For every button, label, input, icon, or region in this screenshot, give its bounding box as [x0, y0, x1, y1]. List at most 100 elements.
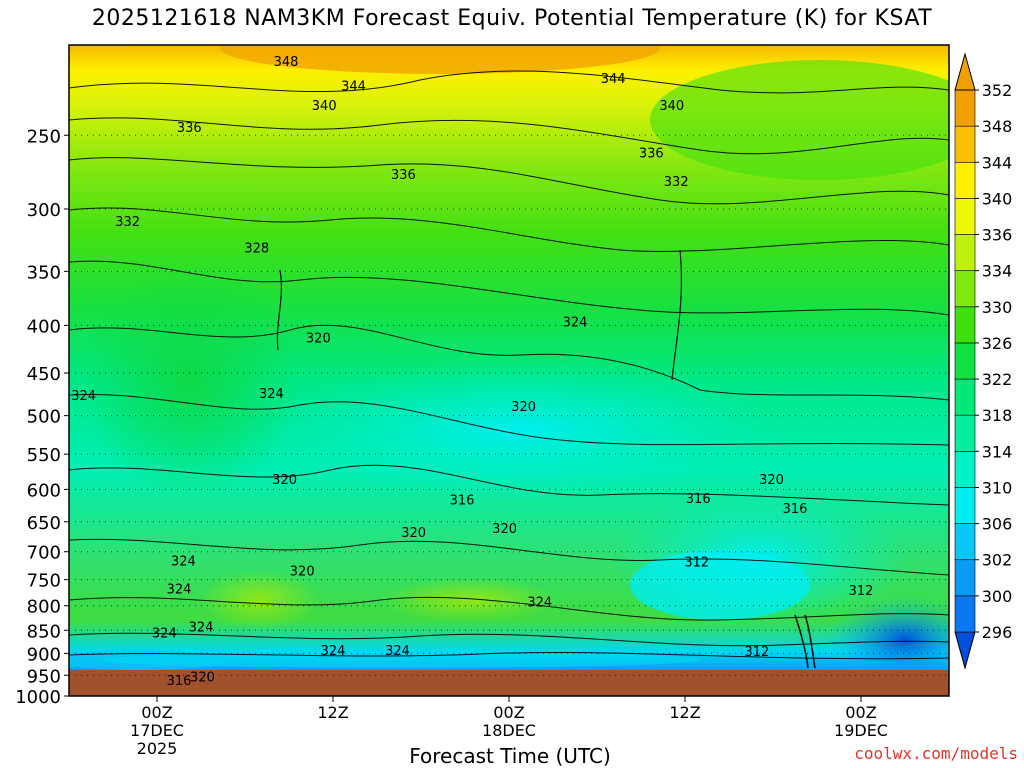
colorbar-label: 310 [982, 478, 1013, 497]
contour-label: 336 [639, 147, 664, 162]
contour-label: 328 [244, 242, 269, 257]
y-tick-label: 350 [27, 262, 61, 283]
colorbar-band [954, 306, 976, 344]
colorbar-label: 344 [982, 153, 1013, 172]
contour-label: 324 [71, 389, 96, 404]
contour-label: 324 [152, 627, 177, 642]
contour-label: 324 [321, 644, 346, 659]
y-tick-label: 500 [27, 407, 61, 428]
colorbar-band [954, 125, 976, 163]
contour-label: 320 [272, 473, 297, 488]
y-axis-ticks: 2503003504004505005506006507007508008509… [15, 126, 69, 708]
contour-label: 348 [274, 55, 299, 70]
y-tick-label: 850 [27, 621, 61, 642]
colorbar-label: 300 [982, 587, 1013, 606]
colorbar-band [954, 198, 976, 235]
contour-label: 316 [686, 492, 711, 507]
colorbar-label: 336 [982, 226, 1013, 245]
colorbar-band [954, 595, 976, 633]
contour-label: 320 [190, 671, 215, 686]
contour-label: 320 [290, 564, 315, 579]
colorbar: 296 300 302 306 310 314 318 322 326 330 334 336 340 3… [954, 52, 1013, 670]
contour-label: 320 [492, 522, 517, 537]
colorbar-label: 352 [982, 81, 1013, 100]
colorbar-high-arrow [954, 52, 976, 91]
contour-label: 312 [744, 645, 769, 660]
contour-label: 324 [189, 620, 214, 635]
chart-title: 2025121618 NAM3KM Forecast Equiv. Potent… [91, 6, 933, 31]
y-tick-label: 650 [27, 513, 61, 534]
x-tick-label: 18DEC [482, 721, 536, 740]
colorbar-band [954, 161, 976, 199]
contour-label: 336 [177, 121, 202, 136]
contour-label: 324 [385, 644, 410, 659]
colorbar-label: 322 [982, 370, 1013, 389]
y-tick-label: 800 [27, 597, 61, 618]
contour-label: 332 [664, 175, 689, 190]
colorbar-low-arrow [954, 631, 976, 670]
y-tick-label: 750 [27, 571, 61, 592]
y-tick-label: 950 [27, 666, 61, 687]
contour-label: 340 [659, 99, 684, 114]
colorbar-label: 296 [982, 623, 1013, 642]
y-tick-label: 700 [27, 543, 61, 564]
contour-label: 336 [391, 168, 416, 183]
y-tick-label: 300 [27, 200, 61, 221]
colorbar-band [954, 89, 976, 127]
colorbar-band [954, 559, 976, 597]
contour-label: 320 [401, 526, 426, 541]
contour-label: 344 [601, 72, 626, 87]
colorbar-label: 326 [982, 334, 1013, 353]
colorbar-band [954, 523, 976, 561]
colorbar-band [954, 414, 976, 452]
contour-label: 324 [259, 387, 284, 402]
x-tick-label: 2025 [137, 739, 178, 758]
colorbar-band [954, 451, 976, 488]
colorbar-band [954, 270, 976, 308]
colorbar-band [954, 487, 976, 524]
x-tick-label: 00Z [141, 703, 172, 722]
colorbar-band [954, 234, 976, 271]
colorbar-label: 340 [982, 189, 1013, 208]
theta-e-field [69, 45, 949, 670]
contour-label: 316 [450, 493, 475, 508]
x-tick-label: 00Z [493, 703, 524, 722]
x-tick-label: 19DEC [834, 721, 888, 740]
contour-label: 320 [306, 331, 331, 346]
credit-link[interactable]: coolwx.com/models [854, 744, 1018, 763]
contour-label: 324 [167, 583, 192, 598]
y-tick-label: 400 [27, 316, 61, 337]
colorbar-label: 318 [982, 406, 1013, 425]
contour-label: 316 [167, 674, 192, 689]
x-tick-label: 00Z [845, 703, 876, 722]
colorbar-band [954, 342, 976, 380]
y-tick-label: 600 [27, 480, 61, 501]
x-axis-label: Forecast Time (UTC) [409, 744, 611, 768]
x-tick-label: 12Z [317, 703, 348, 722]
contour-label: 320 [511, 400, 536, 415]
contour-label: 324 [563, 315, 588, 330]
colorbar-band [954, 378, 976, 416]
y-tick-label: 250 [27, 126, 61, 147]
colorbar-label: 314 [982, 442, 1013, 461]
contour-label: 312 [684, 555, 709, 570]
colorbar-label: 334 [982, 262, 1013, 281]
contour-label: 324 [527, 596, 552, 611]
colorbar-label: 348 [982, 117, 1013, 136]
contour-label: 332 [115, 215, 140, 230]
y-tick-label: 550 [27, 445, 61, 466]
colorbar-label: 306 [982, 515, 1013, 534]
contour-label: 340 [312, 99, 337, 114]
ground-surface [69, 670, 949, 696]
contour-label: 344 [341, 79, 366, 94]
contour-label: 320 [759, 473, 784, 488]
x-tick-label: 12Z [669, 703, 700, 722]
y-tick-label: 900 [27, 644, 61, 665]
contour-label: 312 [849, 584, 874, 599]
contour-label: 316 [783, 502, 808, 517]
colorbar-label: 302 [982, 551, 1013, 570]
y-tick-label: 450 [27, 364, 61, 385]
